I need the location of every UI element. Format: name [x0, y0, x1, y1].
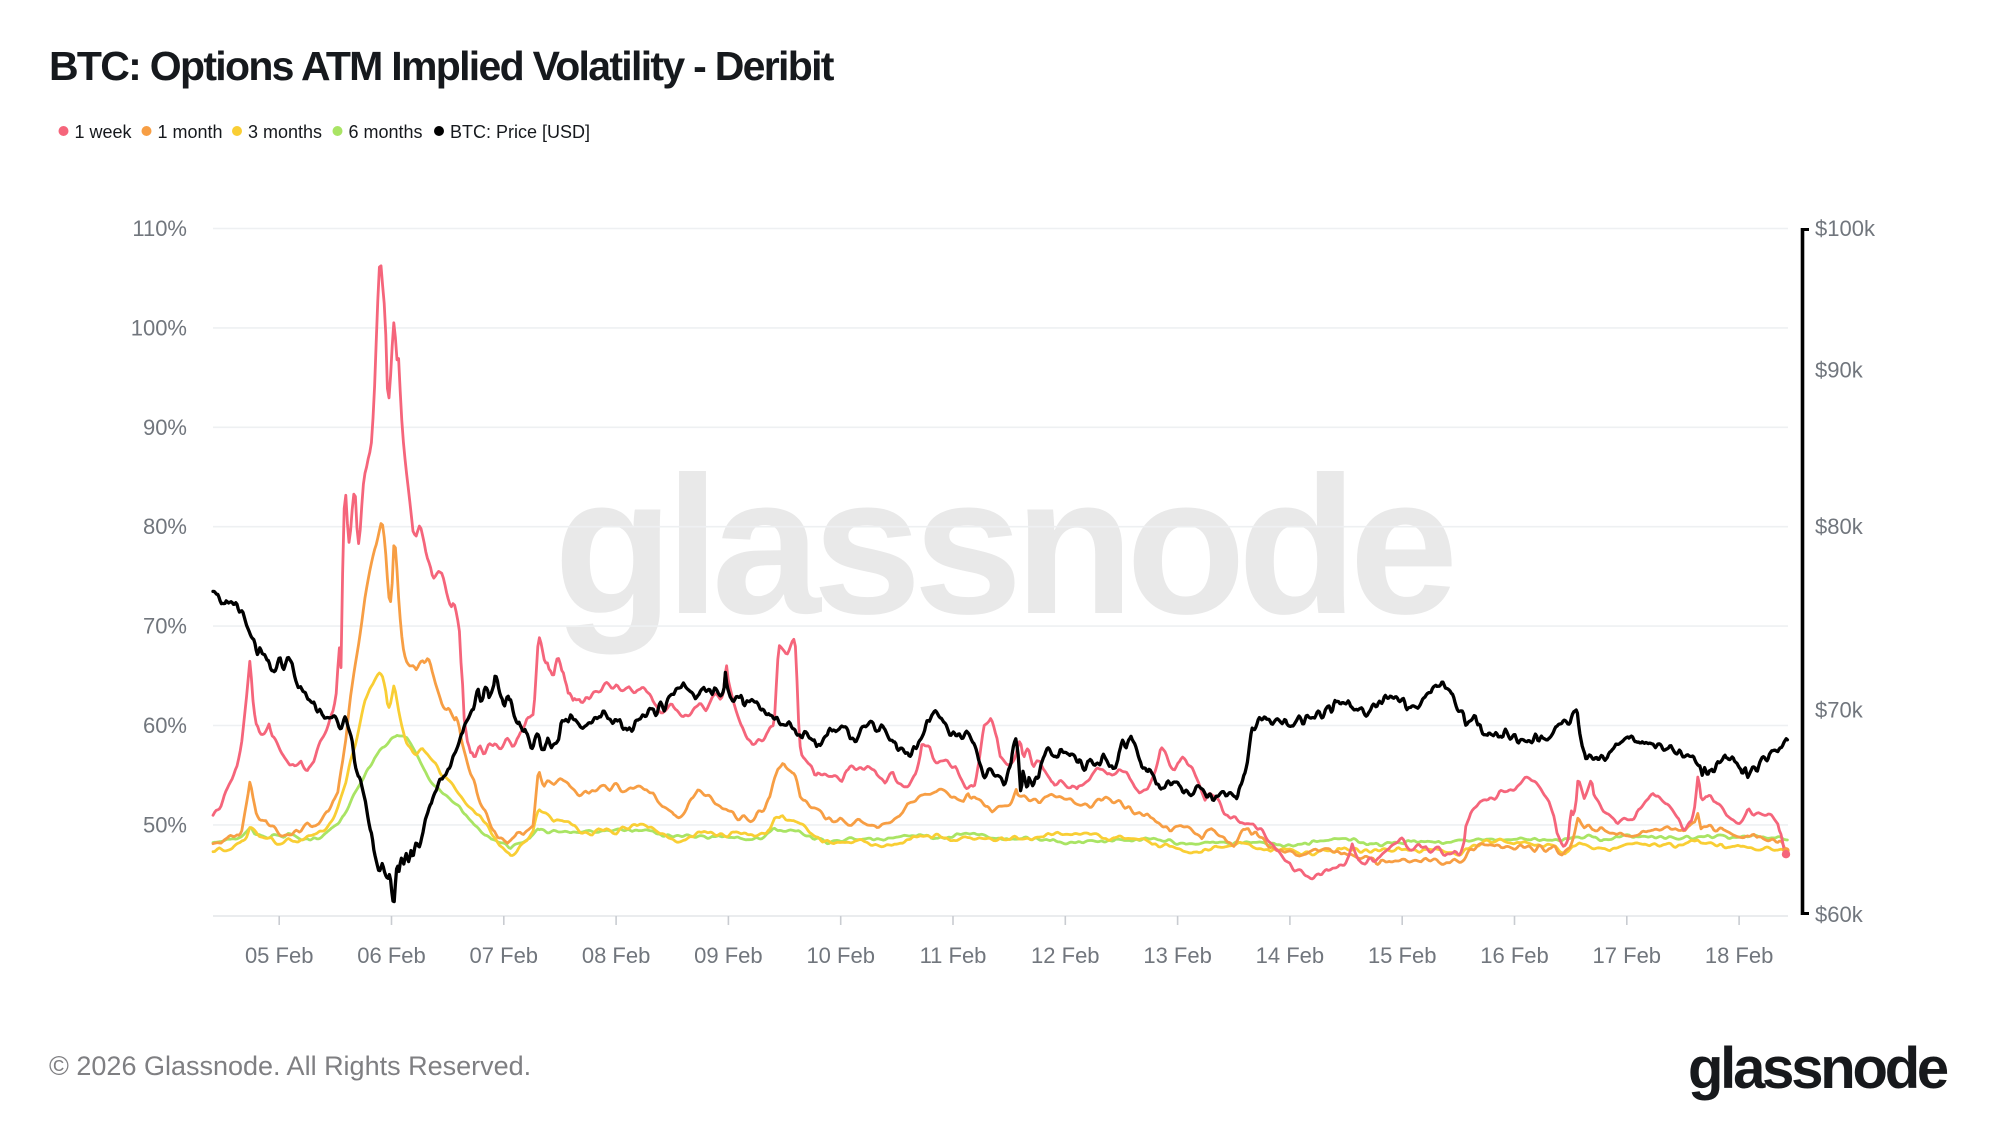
svg-text:06 Feb: 06 Feb: [357, 943, 426, 968]
svg-text:$90k: $90k: [1815, 358, 1864, 383]
svg-text:$100k: $100k: [1815, 216, 1876, 241]
svg-text:14 Feb: 14 Feb: [1256, 943, 1325, 968]
svg-text:glassnode: glassnode: [1688, 1036, 1948, 1101]
svg-text:60%: 60%: [143, 713, 187, 738]
svg-text:80%: 80%: [143, 514, 187, 539]
svg-text:90%: 90%: [143, 415, 187, 440]
svg-text:11 Feb: 11 Feb: [920, 943, 987, 968]
svg-text:glassnode: glassnode: [554, 436, 1453, 655]
svg-text:110%: 110%: [132, 216, 187, 241]
svg-text:1 month: 1 month: [158, 122, 223, 142]
svg-text:09 Feb: 09 Feb: [694, 943, 763, 968]
svg-text:16 Feb: 16 Feb: [1480, 943, 1549, 968]
svg-text:$80k: $80k: [1815, 514, 1864, 539]
svg-text:© 2026 Glassnode. All Rights R: © 2026 Glassnode. All Rights Reserved.: [49, 1051, 531, 1081]
svg-text:3 months: 3 months: [248, 122, 322, 142]
svg-text:10 Feb: 10 Feb: [806, 943, 875, 968]
svg-text:BTC: Price [USD]: BTC: Price [USD]: [450, 122, 590, 142]
svg-text:1 week: 1 week: [75, 122, 133, 142]
svg-text:12 Feb: 12 Feb: [1031, 943, 1100, 968]
svg-text:100%: 100%: [131, 315, 187, 340]
svg-text:6 months: 6 months: [349, 122, 423, 142]
svg-text:$70k: $70k: [1815, 698, 1864, 723]
svg-text:18 Feb: 18 Feb: [1705, 943, 1774, 968]
svg-text:70%: 70%: [143, 614, 187, 639]
svg-text:50%: 50%: [143, 812, 187, 837]
svg-text:13 Feb: 13 Feb: [1143, 943, 1212, 968]
svg-text:17 Feb: 17 Feb: [1593, 943, 1662, 968]
svg-text:$60k: $60k: [1815, 902, 1864, 927]
svg-text:15 Feb: 15 Feb: [1368, 943, 1437, 968]
svg-text:08 Feb: 08 Feb: [582, 943, 651, 968]
svg-text:07 Feb: 07 Feb: [470, 943, 539, 968]
svg-text:05 Feb: 05 Feb: [245, 943, 314, 968]
svg-text:BTC: Options ATM Implied Volat: BTC: Options ATM Implied Volatility - De…: [49, 43, 835, 89]
